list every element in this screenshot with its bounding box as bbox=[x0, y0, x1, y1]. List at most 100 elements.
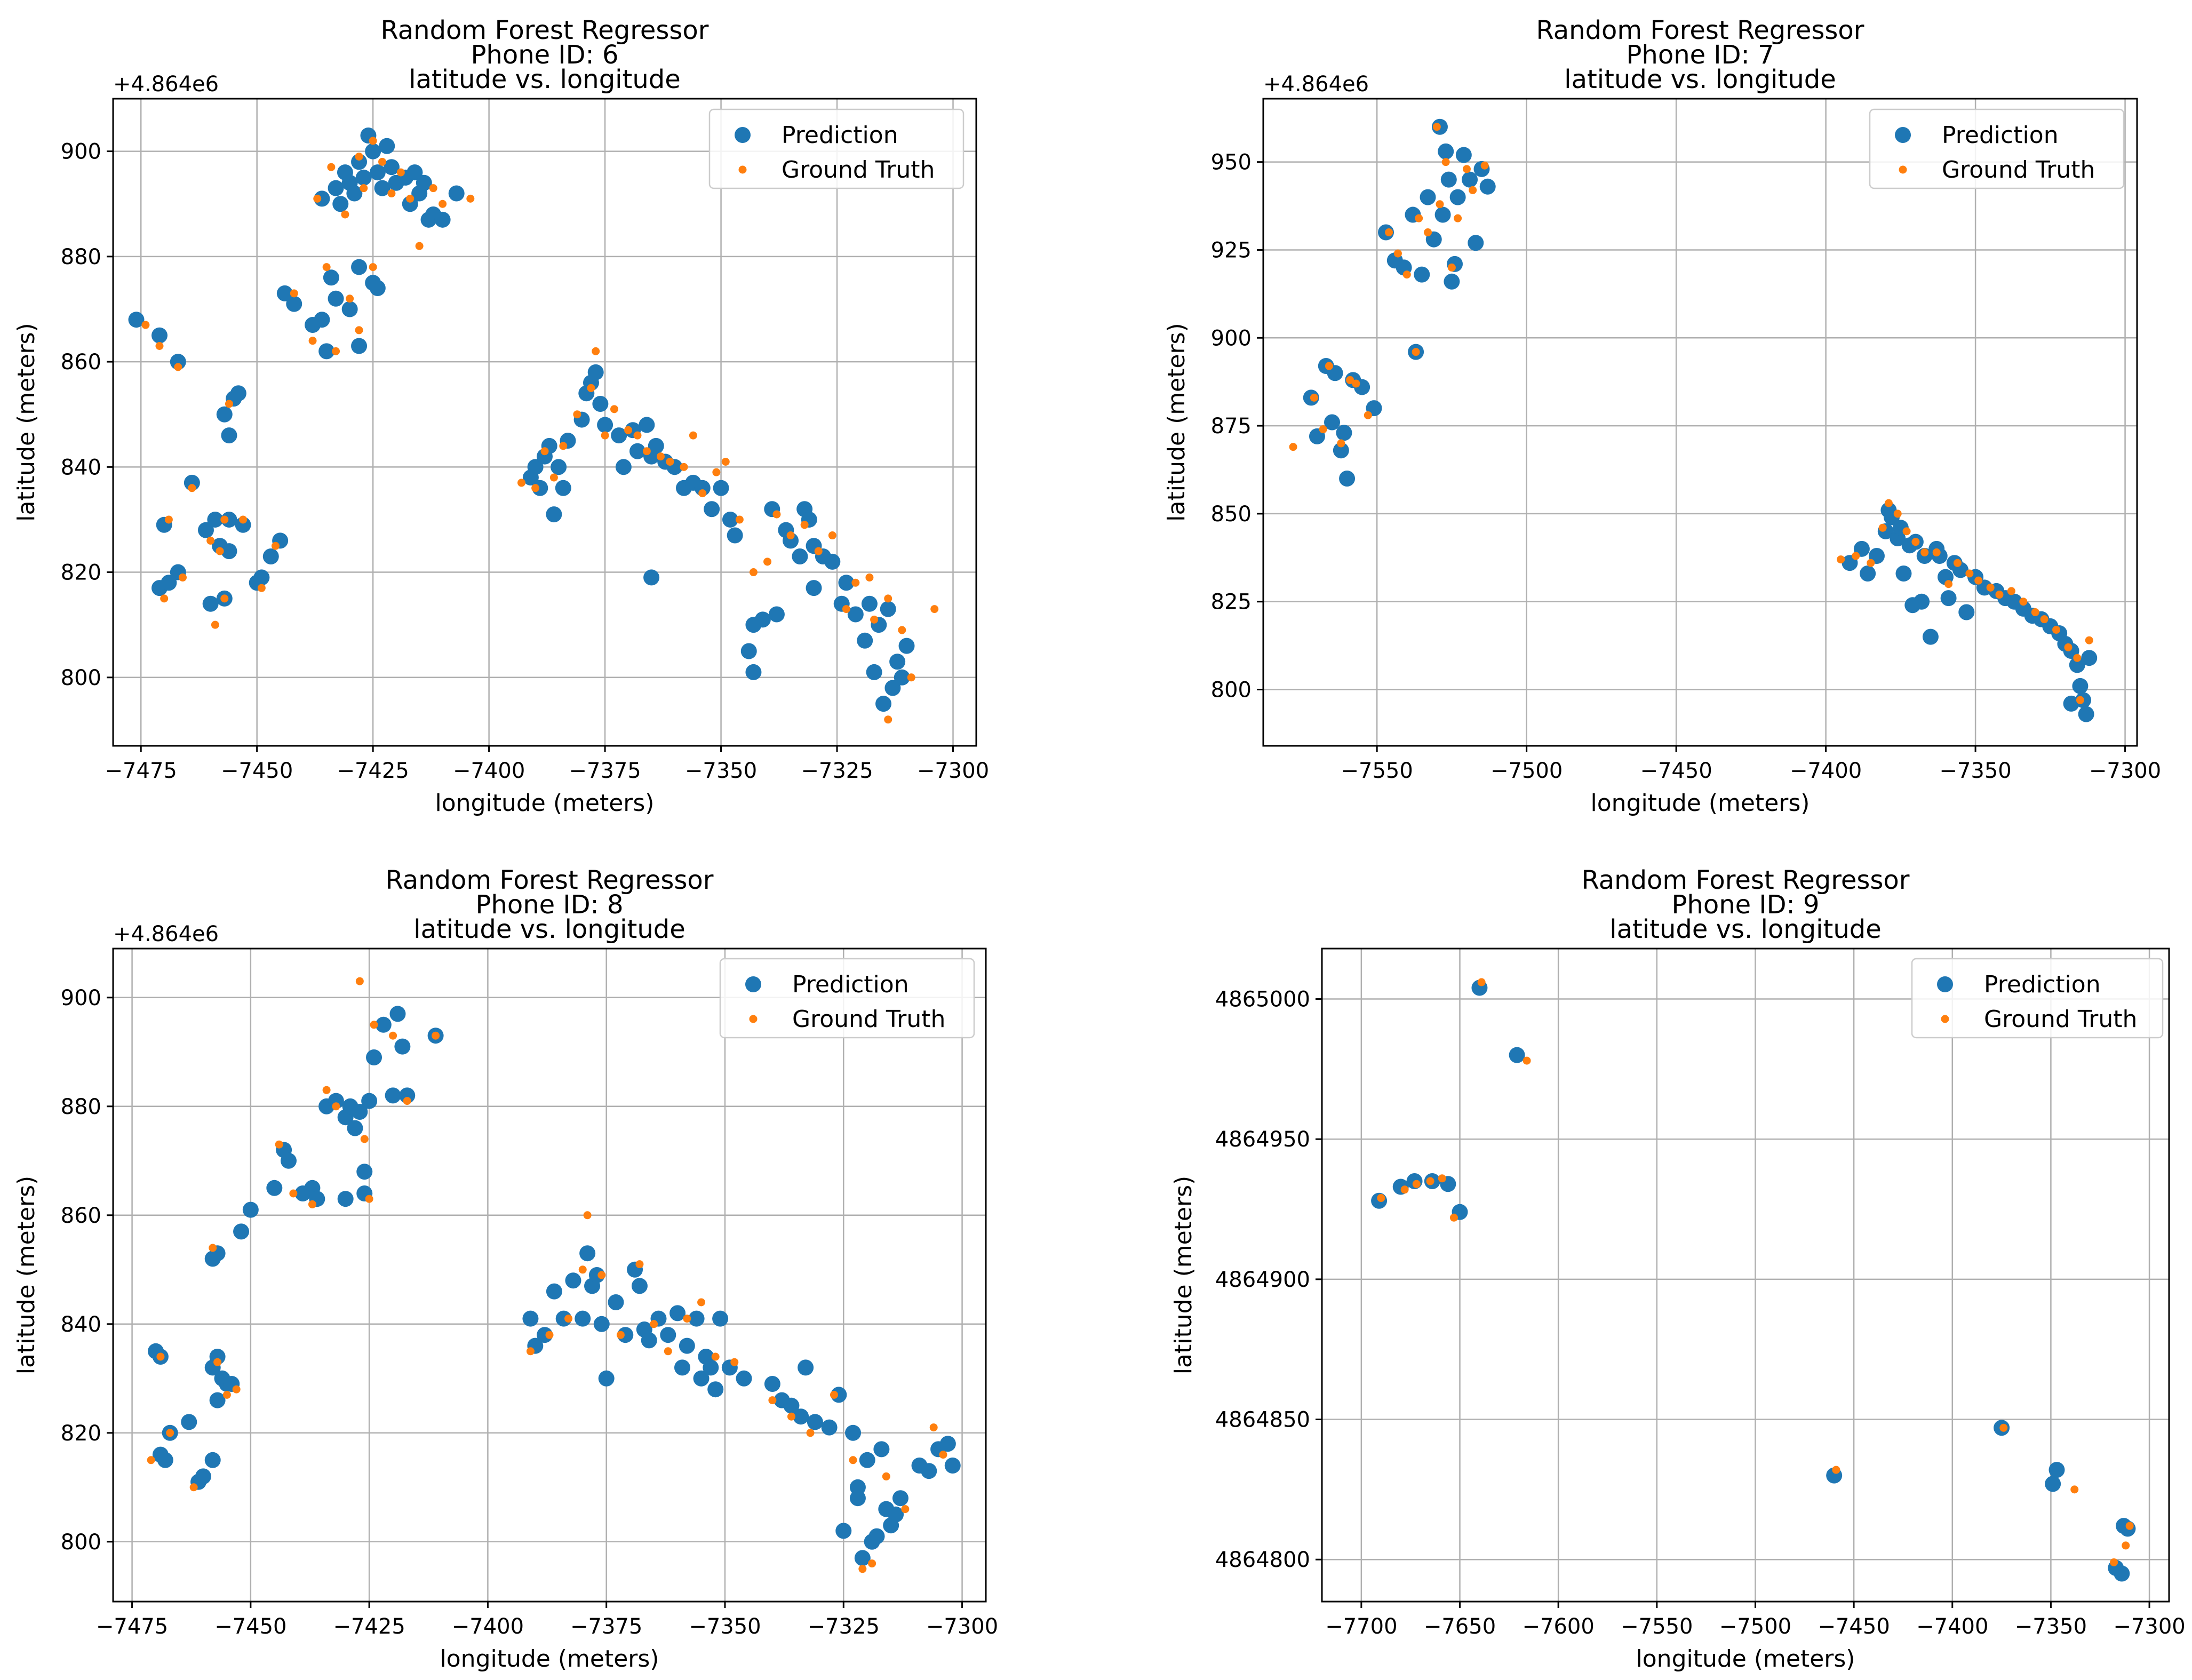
prediction-point bbox=[1468, 235, 1484, 251]
ground-truth-point bbox=[828, 531, 836, 540]
prediction-point bbox=[693, 1370, 710, 1387]
ground-truth-point bbox=[2019, 598, 2028, 606]
prediction-point bbox=[337, 1191, 354, 1207]
prediction-point bbox=[764, 1376, 780, 1392]
ground-truth-point bbox=[1995, 591, 2004, 599]
prediction-point bbox=[793, 1408, 809, 1425]
series-ground-truth bbox=[1289, 123, 2093, 704]
ground-truth-point bbox=[865, 573, 874, 582]
ground-truth-point bbox=[1999, 1423, 2008, 1432]
x-tick-label: −7475 bbox=[105, 759, 177, 783]
prediction-point bbox=[1339, 470, 1356, 487]
prediction-point bbox=[253, 569, 270, 586]
x-tick-label: −7450 bbox=[1818, 1614, 1890, 1639]
ground-truth-point bbox=[814, 547, 823, 555]
ground-truth-point bbox=[1878, 523, 1887, 532]
prediction-point bbox=[532, 480, 548, 496]
x-tick-label: −7375 bbox=[569, 759, 641, 783]
ground-truth-point bbox=[1944, 580, 1953, 588]
y-axis-label: latitude (meters) bbox=[1163, 323, 1190, 521]
ground-truth-point bbox=[1884, 499, 1893, 507]
prediction-point bbox=[328, 180, 344, 196]
ground-truth-point bbox=[616, 1331, 625, 1339]
y-tick-label: 4864800 bbox=[1215, 1548, 1310, 1572]
ground-truth-point bbox=[1902, 527, 1911, 536]
prediction-point bbox=[280, 1152, 297, 1169]
ground-truth-point bbox=[787, 1412, 795, 1421]
prediction-point bbox=[745, 664, 762, 680]
y-tick-label: 860 bbox=[61, 1204, 101, 1228]
prediction-point bbox=[921, 1463, 937, 1479]
series-ground-truth bbox=[147, 977, 947, 1573]
x-tick-label: −7500 bbox=[1719, 1614, 1791, 1639]
ground-truth-point bbox=[308, 337, 317, 345]
ground-truth-point bbox=[1974, 576, 1983, 585]
ground-truth-point bbox=[189, 1483, 198, 1492]
prediction-point bbox=[639, 417, 655, 433]
prediction-point bbox=[608, 1294, 624, 1310]
prediction-point bbox=[712, 1310, 729, 1327]
prediction-point bbox=[611, 427, 627, 444]
ground-truth-point bbox=[239, 515, 248, 524]
ground-truth-point bbox=[930, 605, 939, 614]
prediction-point bbox=[527, 459, 544, 475]
prediction-point bbox=[2063, 695, 2079, 712]
y-tick-label: 800 bbox=[61, 666, 101, 690]
prediction-point bbox=[629, 443, 645, 459]
y-tick-label: 820 bbox=[61, 561, 101, 585]
axes-frame bbox=[1321, 948, 2170, 1603]
x-tick-label: −7425 bbox=[337, 759, 409, 783]
y-tick-label: 950 bbox=[1211, 150, 1252, 175]
prediction-point bbox=[314, 190, 330, 207]
ground-truth-point bbox=[2052, 625, 2061, 634]
ground-truth-point bbox=[2122, 1541, 2130, 1550]
chart-title-line: Random Forest Regressor bbox=[385, 865, 713, 895]
prediction-point bbox=[617, 1327, 634, 1343]
prediction-point bbox=[328, 290, 344, 307]
ground-truth-point bbox=[1436, 200, 1444, 209]
prediction-point bbox=[276, 285, 293, 301]
prediction-point bbox=[555, 1310, 572, 1327]
prediction-point bbox=[221, 427, 237, 444]
ground-truth-point bbox=[680, 463, 688, 471]
prediction-point bbox=[361, 1093, 378, 1109]
prediction-point bbox=[235, 516, 251, 533]
prediction-point bbox=[857, 632, 873, 649]
ground-truth-point bbox=[772, 510, 781, 519]
prediction-point bbox=[375, 1016, 392, 1033]
ground-truth-point bbox=[387, 189, 396, 198]
prediction-point bbox=[898, 638, 915, 654]
ground-truth-point bbox=[188, 484, 196, 492]
legend-box bbox=[708, 108, 965, 189]
y-tick-label: 4865000 bbox=[1215, 988, 1310, 1012]
ground-truth-point bbox=[1893, 509, 1902, 518]
prediction-point bbox=[593, 1316, 610, 1332]
ground-truth-point bbox=[929, 1423, 938, 1432]
ground-truth-point bbox=[711, 1352, 720, 1361]
y-tick-label: 4864900 bbox=[1215, 1268, 1310, 1292]
ground-truth-point bbox=[2064, 643, 2073, 651]
ground-truth-point bbox=[868, 1559, 876, 1568]
prediction-point bbox=[351, 338, 368, 354]
legend-prediction-label: Prediction bbox=[1984, 971, 2101, 998]
ground-truth-point bbox=[1426, 1177, 1434, 1185]
ground-truth-point bbox=[1837, 555, 1845, 564]
ground-truth-point bbox=[624, 426, 633, 434]
series-ground-truth bbox=[141, 137, 939, 724]
prediction-point bbox=[2045, 1476, 2061, 1492]
ground-truth-point bbox=[396, 168, 405, 177]
ground-truth-point bbox=[1325, 362, 1333, 370]
ground-truth-point bbox=[806, 1429, 815, 1437]
ground-truth-point bbox=[1400, 1185, 1409, 1194]
chart-title-line: Phone ID: 8 bbox=[475, 890, 623, 920]
prediction-point bbox=[2081, 650, 2098, 666]
ground-truth-point bbox=[225, 400, 233, 408]
x-tick-label: −7300 bbox=[2113, 1614, 2185, 1639]
prediction-point bbox=[648, 437, 664, 454]
chart-title-line: Random Forest Regressor bbox=[380, 15, 708, 45]
prediction-point bbox=[707, 1381, 724, 1398]
x-tick-label: −7550 bbox=[1341, 759, 1413, 783]
ground-truth-point bbox=[220, 515, 229, 524]
x-tick-label: −7500 bbox=[1490, 759, 1563, 783]
ground-truth-point bbox=[633, 431, 642, 440]
